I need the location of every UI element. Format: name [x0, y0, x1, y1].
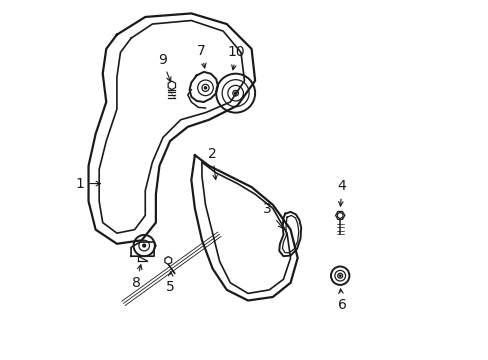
Circle shape [234, 92, 236, 94]
Text: 4: 4 [337, 180, 346, 206]
Text: 2: 2 [208, 147, 217, 180]
Text: 9: 9 [158, 53, 171, 82]
Circle shape [204, 87, 206, 89]
Text: 3: 3 [263, 202, 282, 228]
Text: 6: 6 [337, 289, 346, 312]
Circle shape [142, 244, 145, 247]
Text: 1: 1 [75, 176, 100, 190]
Text: 8: 8 [132, 265, 142, 291]
Circle shape [339, 275, 340, 276]
Text: 5: 5 [165, 271, 174, 294]
Text: 10: 10 [227, 45, 245, 70]
Text: 7: 7 [197, 44, 205, 68]
